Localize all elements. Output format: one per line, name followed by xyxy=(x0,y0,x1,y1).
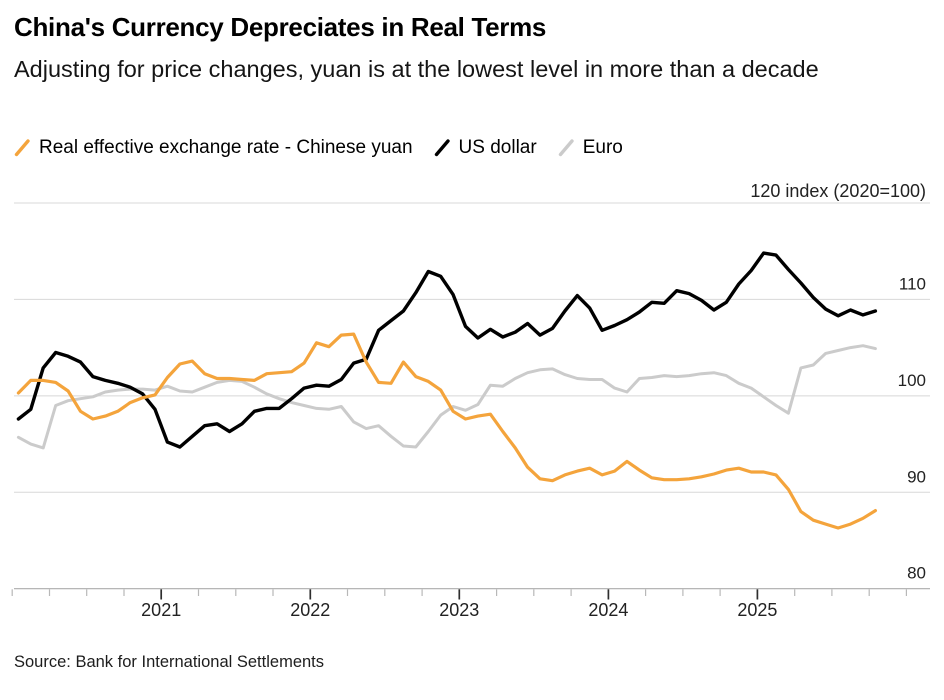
series-line-yuan xyxy=(16,332,878,530)
legend-item-us-dollar: US dollar xyxy=(434,137,537,159)
legend-label-euro: Euro xyxy=(582,137,623,158)
y-tick-label-110: 110 xyxy=(899,274,926,293)
y-tick-label-100: 100 xyxy=(898,371,926,390)
chart-subtitle: Adjusting for price changes, yuan is at … xyxy=(14,56,819,82)
y-tick-label-90: 90 xyxy=(907,467,926,486)
x-tick-label-2024: 2024 xyxy=(588,600,628,620)
series-line-us-dollar xyxy=(16,251,878,449)
axis-unit-note: 120 index (2020=100) xyxy=(750,181,926,201)
euro-line-swatch-icon xyxy=(558,139,574,157)
x-tick-label-2022: 2022 xyxy=(290,600,330,620)
source-note: Source: Bank for International Settlemen… xyxy=(14,653,325,671)
legend-item-euro: Euro xyxy=(558,137,623,159)
legend-label-yuan: Real effective exchange rate - Chinese y… xyxy=(39,137,413,158)
legend-item-yuan: Real effective exchange rate - Chinese y… xyxy=(14,137,413,159)
us-dollar-line-swatch-icon xyxy=(434,139,450,157)
yuan-line-swatch-icon xyxy=(14,139,30,157)
x-tick-label-2025: 2025 xyxy=(737,600,777,620)
x-tick-label-2023: 2023 xyxy=(439,600,479,620)
y-tick-label-80: 80 xyxy=(907,564,926,583)
legend-label-us-dollar: US dollar xyxy=(458,137,537,158)
legend: Real effective exchange rate - Chinese y… xyxy=(14,137,623,159)
chart-title: China's Currency Depreciates in Real Ter… xyxy=(14,12,547,42)
x-tick-label-2021: 2021 xyxy=(141,600,181,620)
